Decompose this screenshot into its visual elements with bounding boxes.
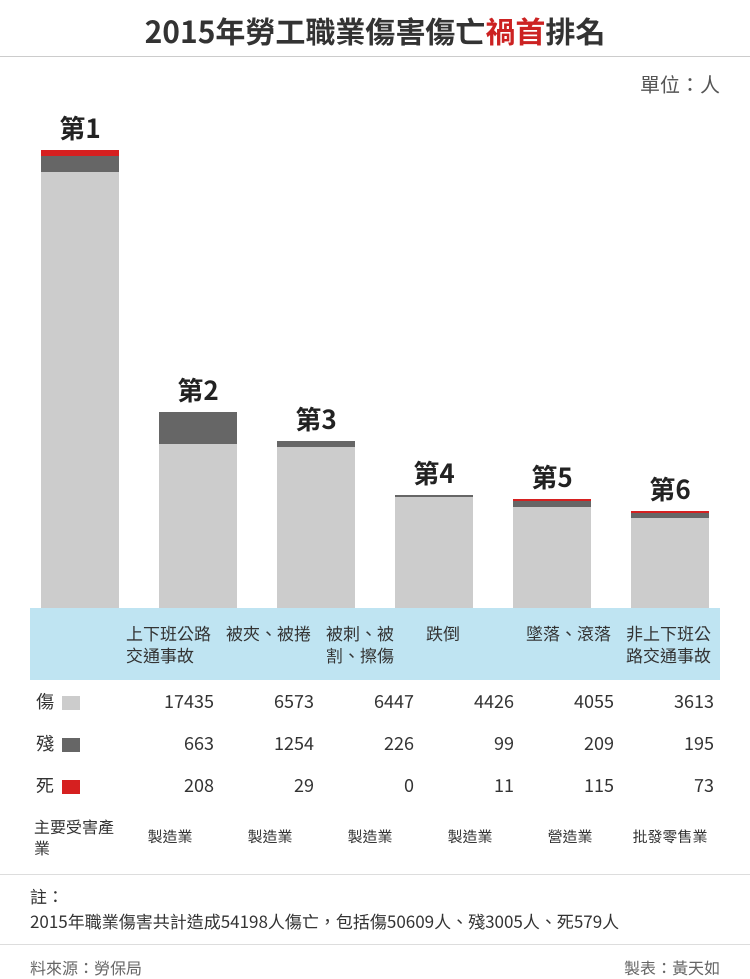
bar-col-1: 第1 <box>30 109 130 608</box>
unit-label: 單位：人 <box>0 57 750 98</box>
segment-disability <box>159 412 237 443</box>
rank-label: 第5 <box>531 458 572 495</box>
swatch-disability <box>62 738 80 752</box>
category-name: 跌倒 <box>420 608 520 680</box>
cell-death: 0 <box>320 764 420 806</box>
segment-disability <box>41 156 119 173</box>
title-pre: 2015年勞工職業傷害傷亡 <box>145 8 486 52</box>
cell-disability: 226 <box>320 722 420 764</box>
cell-industry: 製造業 <box>120 806 220 868</box>
bar-stack <box>41 150 119 608</box>
segment-injury <box>513 507 591 608</box>
bar-col-6: 第6 <box>620 470 720 608</box>
cell-death: 73 <box>620 764 720 806</box>
footer-source: 料來源：勞保局 <box>30 955 142 979</box>
footer-credit: 製表：黃天如 <box>624 955 720 979</box>
cell-industry: 營造業 <box>520 806 620 868</box>
bar-stack <box>513 499 591 608</box>
bar-chart: 第1 第2 第3 第4 第5 第6 <box>0 98 750 608</box>
footer: 料來源：勞保局 製表：黃天如 <box>0 944 750 979</box>
segment-injury <box>395 497 473 608</box>
cell-injury: 3613 <box>620 680 720 722</box>
segment-injury <box>41 172 119 608</box>
category-name: 被刺、被割、擦傷 <box>320 608 420 680</box>
footnote: 註： 2015年職業傷害共計造成54198人傷亡，包括傷50609人、殘3005… <box>0 874 750 934</box>
chart-title: 2015年勞工職業傷害傷亡禍首排名 <box>0 0 750 57</box>
cell-disability: 99 <box>420 722 520 764</box>
note-label: 註： <box>30 883 720 909</box>
category-name: 被夾、被捲 <box>220 608 320 680</box>
cell-disability: 209 <box>520 722 620 764</box>
rank-label: 第2 <box>177 371 218 408</box>
rank-label: 第1 <box>59 109 100 146</box>
cell-injury: 17435 <box>120 680 220 722</box>
cell-industry: 製造業 <box>320 806 420 868</box>
bar-stack <box>631 511 709 608</box>
cell-disability: 663 <box>120 722 220 764</box>
cell-disability: 1254 <box>220 722 320 764</box>
swatch-death <box>62 780 80 794</box>
rank-label: 第4 <box>413 454 454 491</box>
data-table: 上下班公路交通事故被夾、被捲被刺、被割、擦傷跌倒墜落、滾落非上下班公路交通事故 … <box>0 608 750 868</box>
cell-disability: 195 <box>620 722 720 764</box>
cell-injury: 4055 <box>520 680 620 722</box>
cell-industry: 批發零售業 <box>620 806 720 868</box>
row-label-disability: 殘 <box>30 722 120 764</box>
bar-col-4: 第4 <box>384 454 484 608</box>
cell-death: 115 <box>520 764 620 806</box>
title-highlight: 禍首 <box>485 8 545 52</box>
row-label-industry: 主要受害產業 <box>30 806 120 868</box>
cell-industry: 製造業 <box>420 806 520 868</box>
cell-death: 29 <box>220 764 320 806</box>
cell-death: 11 <box>420 764 520 806</box>
cell-injury: 6573 <box>220 680 320 722</box>
rank-label: 第3 <box>295 400 336 437</box>
bar-stack <box>159 412 237 608</box>
table-row-injury: 傷 1743565736447442640553613 <box>30 680 720 722</box>
segment-injury <box>159 444 237 608</box>
table-row-industry: 主要受害產業 製造業製造業製造業製造業營造業批發零售業 <box>30 806 720 868</box>
bar-stack <box>395 495 473 608</box>
note-text: 2015年職業傷害共計造成54198人傷亡，包括傷50609人、殘3005人、死… <box>30 908 720 934</box>
row-label-death: 死 <box>30 764 120 806</box>
category-header-row: 上下班公路交通事故被夾、被捲被刺、被割、擦傷跌倒墜落、滾落非上下班公路交通事故 <box>30 608 720 680</box>
cell-death: 208 <box>120 764 220 806</box>
cell-injury: 6447 <box>320 680 420 722</box>
category-name: 墜落、滾落 <box>520 608 620 680</box>
cell-injury: 4426 <box>420 680 520 722</box>
category-name: 上下班公路交通事故 <box>120 608 220 680</box>
cell-industry: 製造業 <box>220 806 320 868</box>
bar-col-2: 第2 <box>148 371 248 608</box>
swatch-injury <box>62 696 80 710</box>
rank-label: 第6 <box>649 470 690 507</box>
segment-injury <box>631 518 709 608</box>
segment-injury <box>277 447 355 608</box>
table-row-death: 死 2082901111573 <box>30 764 720 806</box>
bar-col-3: 第3 <box>266 400 366 608</box>
table-row-disability: 殘 663125422699209195 <box>30 722 720 764</box>
category-name: 非上下班公路交通事故 <box>620 608 720 680</box>
title-post: 排名 <box>545 8 605 52</box>
bar-stack <box>277 441 355 608</box>
row-label-injury: 傷 <box>30 680 120 722</box>
bar-col-5: 第5 <box>502 458 602 608</box>
